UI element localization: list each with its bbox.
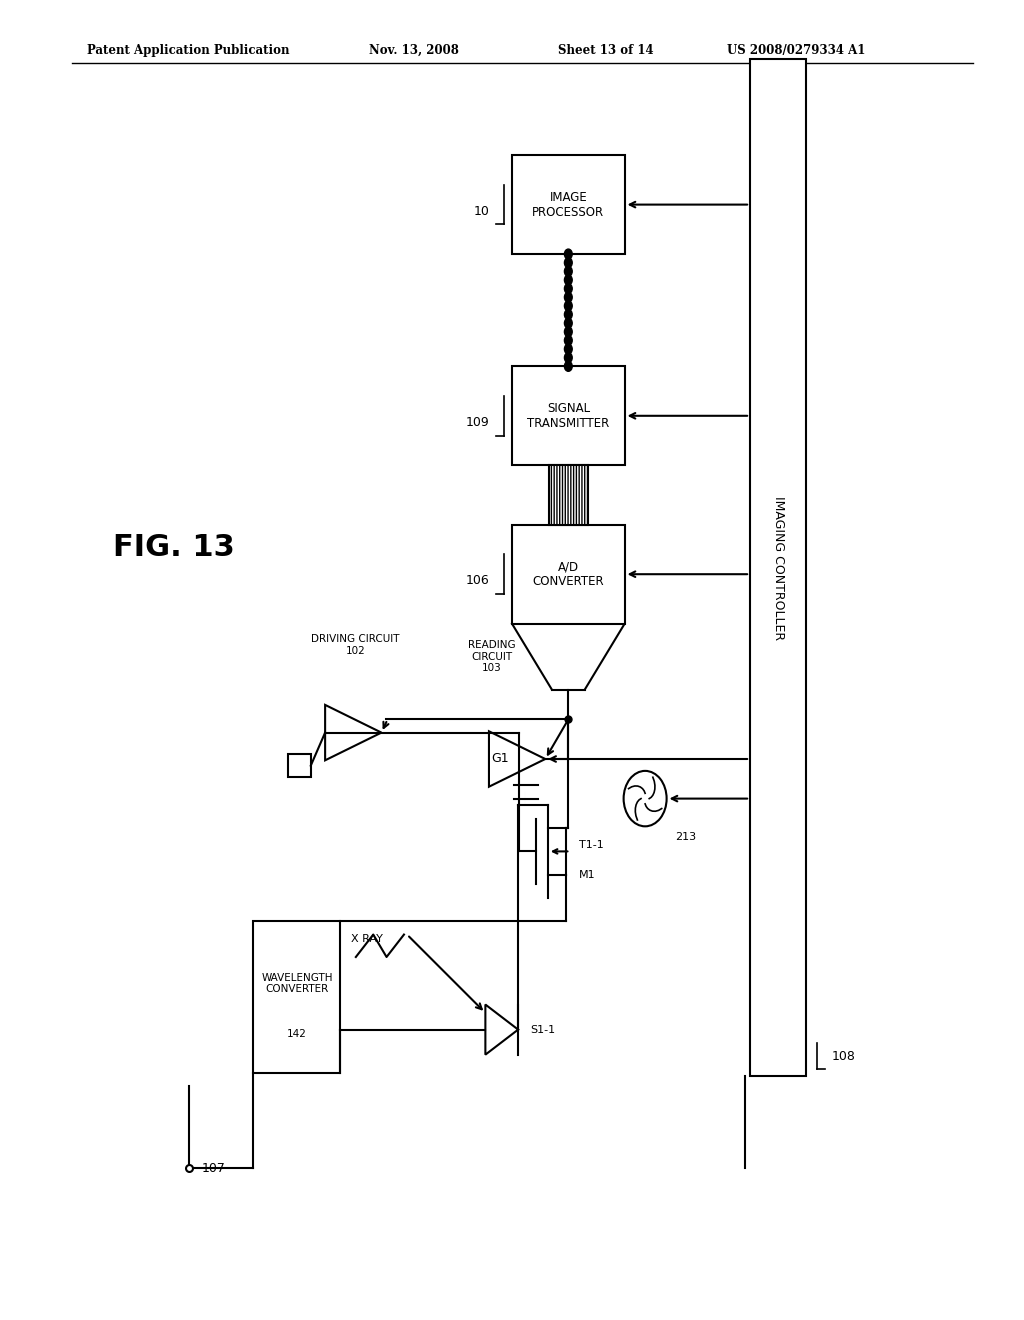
Bar	[512, 366, 625, 465]
Circle shape	[564, 301, 572, 312]
Text: T1-1: T1-1	[579, 840, 603, 850]
Text: 109: 109	[466, 416, 489, 429]
Circle shape	[564, 327, 572, 337]
Text: Nov. 13, 2008: Nov. 13, 2008	[369, 44, 459, 57]
Circle shape	[564, 292, 572, 302]
Text: 10: 10	[473, 205, 489, 218]
Text: 107: 107	[202, 1162, 225, 1175]
Text: SIGNAL
TRANSMITTER: SIGNAL TRANSMITTER	[527, 401, 609, 430]
Circle shape	[564, 362, 572, 371]
Text: G1: G1	[492, 752, 509, 766]
Text: IMAGING CONTROLLER: IMAGING CONTROLLER	[772, 495, 784, 640]
Text: 108: 108	[831, 1049, 856, 1063]
Text: FIG. 13: FIG. 13	[113, 533, 234, 562]
Text: 213: 213	[675, 832, 696, 842]
Text: Patent Application Publication: Patent Application Publication	[87, 44, 290, 57]
Bar	[549, 465, 588, 525]
Text: M1: M1	[579, 870, 595, 880]
Text: 106: 106	[466, 574, 489, 587]
Circle shape	[564, 284, 572, 293]
Circle shape	[564, 309, 572, 319]
Circle shape	[564, 275, 572, 285]
Circle shape	[564, 249, 572, 259]
Text: Sheet 13 of 14: Sheet 13 of 14	[558, 44, 653, 57]
Bar	[750, 59, 807, 1076]
Bar	[253, 921, 340, 1072]
Text: X RAY: X RAY	[350, 933, 383, 944]
Text: READING
CIRCUIT
103: READING CIRCUIT 103	[468, 640, 515, 673]
Text: WAVELENGTH
CONVERTER: WAVELENGTH CONVERTER	[261, 973, 333, 994]
Circle shape	[564, 345, 572, 354]
Bar	[288, 754, 310, 777]
Text: 142: 142	[287, 1028, 307, 1039]
Bar	[512, 154, 625, 253]
Circle shape	[564, 318, 572, 329]
Circle shape	[564, 352, 572, 363]
Text: IMAGE
PROCESSOR: IMAGE PROCESSOR	[532, 190, 604, 219]
Text: S1-1: S1-1	[530, 1024, 556, 1035]
Text: A/D
CONVERTER: A/D CONVERTER	[532, 560, 604, 589]
Text: DRIVING CIRCUIT
102: DRIVING CIRCUIT 102	[311, 635, 399, 656]
Bar	[512, 525, 625, 624]
Circle shape	[564, 267, 572, 276]
Circle shape	[564, 335, 572, 346]
Text: US 2008/0279334 A1: US 2008/0279334 A1	[727, 44, 865, 57]
Circle shape	[564, 257, 572, 268]
